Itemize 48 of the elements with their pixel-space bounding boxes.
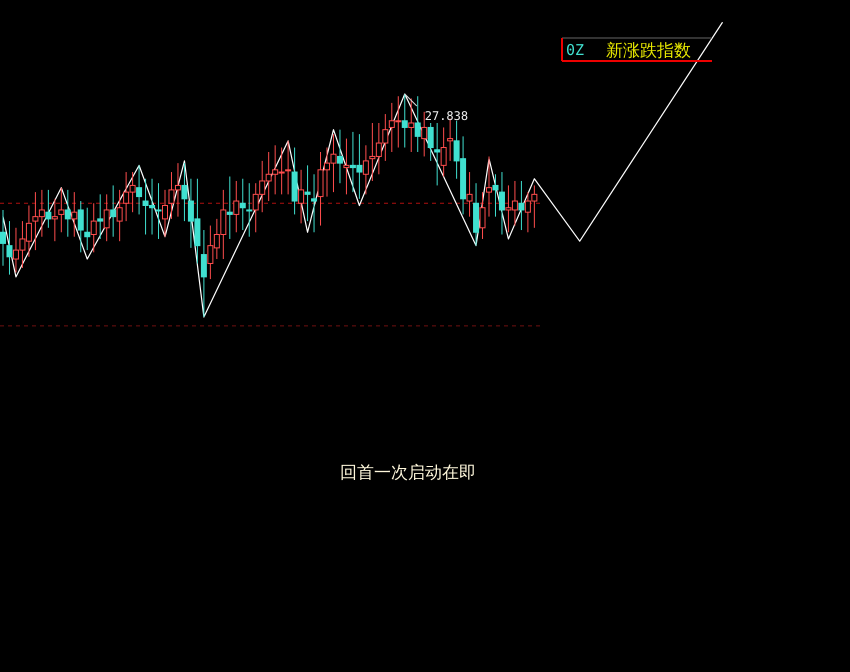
candlestick	[292, 147, 298, 215]
candlestick	[434, 122, 440, 186]
candlestick	[156, 182, 162, 240]
candlestick	[162, 189, 168, 238]
candlestick	[0, 209, 6, 266]
candlestick	[84, 207, 90, 251]
candlestick	[473, 182, 480, 246]
candlestick	[58, 187, 64, 233]
candlestick	[343, 138, 350, 195]
candlestick	[304, 164, 311, 222]
candlestick	[492, 174, 498, 218]
candlestick	[233, 180, 240, 233]
chart-title: 新涨跌指数	[606, 41, 691, 61]
candlestick	[498, 172, 505, 235]
candlestick	[246, 182, 252, 238]
chart-subtitle: 0Z	[566, 41, 584, 59]
candlestick	[52, 198, 58, 242]
candlestick	[97, 194, 104, 240]
candlestick	[136, 164, 142, 215]
candlestick	[466, 172, 473, 218]
candlestick	[414, 96, 421, 152]
candlestick	[45, 189, 52, 228]
candlestick	[110, 184, 116, 238]
candlestick	[181, 162, 188, 222]
candlestick	[285, 140, 292, 195]
candlestick	[298, 169, 304, 224]
candlestick	[200, 230, 207, 318]
candlestick	[6, 220, 12, 276]
candlestick	[518, 180, 524, 231]
candlestick	[311, 174, 318, 233]
candlestick	[104, 194, 110, 242]
candlestick	[480, 192, 486, 240]
text: 回首一次启动在即	[340, 463, 476, 483]
candlestick	[71, 192, 78, 238]
candlestick	[408, 98, 414, 152]
candlestick	[78, 200, 84, 253]
candlestick	[336, 129, 343, 184]
candlestick	[64, 189, 71, 238]
candlestick	[90, 202, 97, 253]
annotation: 27.838	[424, 109, 468, 123]
candlestick	[440, 126, 447, 178]
candlestick	[402, 94, 408, 148]
candlestick	[226, 176, 233, 240]
candlestick	[240, 178, 246, 231]
candlestick	[421, 111, 428, 157]
candlestick	[362, 144, 369, 195]
candlestick	[116, 189, 123, 242]
candlestick	[486, 156, 492, 218]
